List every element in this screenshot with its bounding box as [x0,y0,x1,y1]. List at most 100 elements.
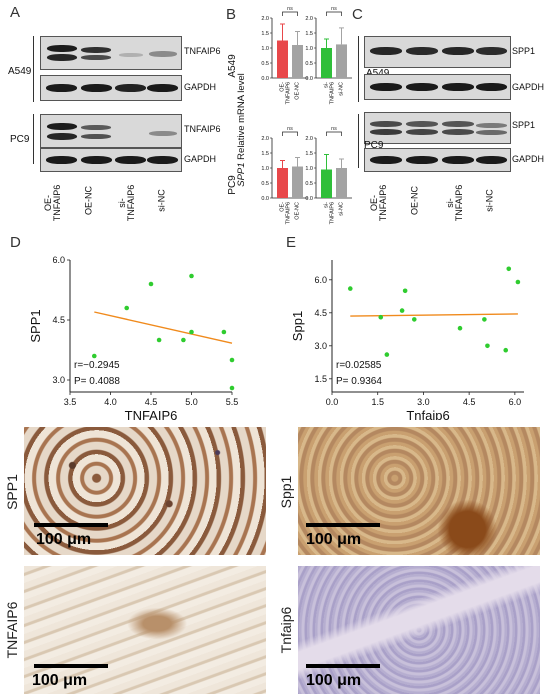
panel-a-lane-labels: OE- TNFAIP6 OE-NC si- TNFAIP6 si-NC [40,174,180,228]
blot-c-spp1-a549 [364,36,511,68]
blot-label: GAPDH [184,82,217,92]
band [370,47,402,55]
data-point [156,337,162,343]
y-tick-label: 1.0 [305,166,313,172]
data-point [148,281,154,287]
ihc-image-spp1-mouse: 100 μm [298,427,540,555]
lane-label: OE-NC [410,176,420,226]
bar [321,169,332,198]
x-axis-label: TNFAIP6 [125,408,178,420]
regression-line [94,311,233,344]
band [119,53,143,57]
bar [292,45,303,78]
significance-bracket [326,11,342,16]
bar-category-label: si-TNFAIP6 [324,82,336,104]
c-pc9-bracket [358,114,359,168]
bar-category-label: OE-NC [295,82,301,100]
blot-label: SPP1 [512,120,536,130]
lane-line: TNFAIP6 [454,184,464,222]
scale-bar [306,664,380,668]
band [149,131,177,136]
band [370,83,402,91]
blot-a-tnfaip6-a549 [40,36,182,70]
y-tick-label: 2.0 [261,136,269,142]
ylabel-gene: SPP1 [236,162,247,186]
bar-category-line: TNFAIP6 [330,202,336,224]
band [81,55,111,60]
panel-b-row-a549: A549 [227,54,238,78]
y-tick-label: 6.0 [314,275,327,285]
band [47,45,77,52]
band [406,83,438,91]
x-tick-label: 3.5 [64,397,77,407]
bar-category-line: OE-NC [295,202,301,220]
lane-label: OE- TNFAIP6 [43,172,62,234]
bar [321,48,332,78]
bar-category-label: si-NC [339,82,345,96]
scatter-plot-e: 0.0 1.5 3.0 4.5 6.0 1.5 3.0 4.5 6.0 r=0.02585 P= 0… [290,260,524,420]
band [476,47,507,55]
x-tick-label: 3.0 [417,397,430,407]
y-tick-label: 4.5 [314,308,327,318]
correlation-p: P= 0.4088 [74,376,120,387]
y-tick-label: 1.5 [314,374,327,384]
band [115,84,146,92]
x-tick-label: 0.0 [326,397,339,407]
lane-line: OE-NC [83,186,94,215]
band [115,156,146,164]
band [442,47,474,55]
blot-a-tnfaip6-pc9 [40,114,182,148]
blot-label: GAPDH [184,154,217,164]
bar-category-label: OE-TNFAIP6 [280,82,292,104]
band [442,156,474,164]
x-axis-label: Tnfaip6 [406,408,449,420]
y-tick-label: 2.0 [305,16,313,22]
bar-chart-pc9-si: 0.0 0.5 1.0 1.5 2.0 si-TNFAIP6 si-NC ns [305,126,352,224]
panel-label-c: C [352,6,363,23]
band [406,121,438,127]
scale-label: 100 μm [306,672,362,689]
band [476,156,507,164]
scatter-plot-d: 3.5 4.0 4.5 5.0 5.5 3.0 4.5 6.0 r=−0.2945 P= 0.40… [28,255,238,420]
blot-label: SPP1 [512,46,536,56]
bar-category-label: OE-NC [295,202,301,220]
y-tick-label: 4.5 [52,315,65,325]
scatter-plots: 3.5 4.0 4.5 5.0 5.5 3.0 4.5 6.0 r=−0.2945 P= 0.40… [28,255,524,420]
band [81,84,112,92]
blot-label: GAPDH [512,82,545,92]
y-tick-label: 1.0 [261,46,269,52]
ylabel-rest: Relative mRNA level [236,73,247,162]
bar-category-label: si-NC [339,202,345,216]
significance-bracket [282,131,298,136]
lane-label: si-NC [485,176,495,226]
data-point [411,317,417,322]
band [406,47,438,55]
data-point [457,325,463,331]
data-point [229,385,235,391]
correlation-p: P= 0.9364 [336,376,382,387]
bar-category-line: TNFAIP6 [330,82,336,104]
data-point [378,314,384,320]
y-tick-label: 0.0 [261,196,269,202]
ihc-image-spp1-human: 100 μm [24,427,266,555]
panel-label-d: D [10,234,21,251]
blot-label: TNFAIP6 [184,124,221,134]
ihc-label-spp1: SPP1 [4,474,20,510]
panel-c-cell-line-a549: A549 [366,68,389,79]
lane-line: si-NC [156,189,167,212]
data-point [402,288,408,294]
bar-chart-a549-oe: 0.0 0.5 1.0 1.5 2.0 OE-TNFAIP6 OE-NC ns [261,6,308,104]
significance-bracket [282,11,298,16]
lane-line: TNFAIP6 [52,184,62,222]
data-point [503,347,509,353]
y-tick-label: 1.5 [261,151,269,157]
bar [277,40,288,78]
band [406,129,438,135]
data-point [506,266,512,272]
significance-label: ns [331,126,337,132]
band [370,156,402,164]
scale-label: 100 μm [36,531,92,548]
y-tick-label: 3.0 [314,341,327,351]
band [406,156,438,164]
y-axis-label: Spp1 [290,311,305,341]
